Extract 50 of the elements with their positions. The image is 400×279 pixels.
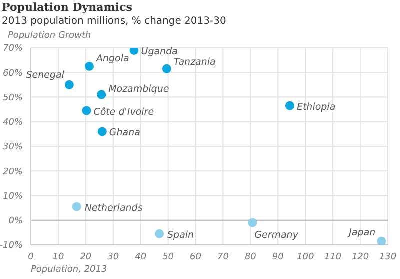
x-tick-label: 40 bbox=[135, 252, 147, 262]
annotation: Tanzania bbox=[174, 56, 216, 68]
y-tick-label: 0% bbox=[8, 216, 23, 227]
y-axis-title: Population Growth bbox=[8, 31, 92, 41]
x-tick-label: 80 bbox=[244, 252, 257, 262]
point bbox=[285, 101, 294, 110]
annotation: Mozambique bbox=[108, 84, 170, 95]
annotation: Ethiopia bbox=[296, 102, 336, 113]
y-tick-label: 40% bbox=[2, 118, 23, 128]
y-tick-label: 20% bbox=[2, 167, 23, 178]
annotation: Netherlands bbox=[84, 202, 143, 214]
x-tick-label: 30 bbox=[108, 252, 120, 262]
x-axis-title: Population, 2013 bbox=[31, 265, 108, 275]
annotation: Japan bbox=[347, 227, 376, 238]
chart-subtitle: 2013 population millions, % change 2013-30 bbox=[2, 16, 226, 27]
point bbox=[84, 62, 94, 71]
x-tick-label: 120 bbox=[352, 252, 370, 262]
point bbox=[377, 236, 386, 245]
point bbox=[162, 64, 172, 74]
x-tick-label: 130 bbox=[379, 252, 397, 262]
y-tick-label: 10% bbox=[2, 192, 23, 202]
x-tick-label: 60 bbox=[190, 252, 202, 262]
point bbox=[82, 106, 92, 116]
x-tick-label: 20 bbox=[80, 252, 92, 262]
y-tick-label: 50% bbox=[2, 93, 23, 104]
annotation: Ghana bbox=[109, 128, 141, 139]
x-tick-label: 50 bbox=[162, 252, 174, 262]
point bbox=[97, 90, 106, 100]
point bbox=[64, 80, 74, 90]
annotation: Spain bbox=[168, 230, 194, 241]
point bbox=[98, 127, 107, 136]
y-tick-label: 70% bbox=[2, 44, 23, 54]
x-tick-label: 10 bbox=[52, 252, 64, 262]
y-tick-label: 60% bbox=[2, 68, 23, 79]
point bbox=[72, 202, 82, 212]
annotation: Uganda bbox=[141, 46, 178, 58]
x-tick-label: 100 bbox=[297, 252, 314, 262]
y-tick-label: 30% bbox=[2, 142, 23, 153]
x-tick-label: 70 bbox=[218, 252, 230, 262]
x-tick-label: 90 bbox=[272, 252, 284, 262]
point bbox=[155, 229, 164, 238]
annotation: Angola bbox=[95, 53, 130, 64]
annotation: Germany bbox=[254, 230, 299, 241]
x-tick-label: 110 bbox=[324, 252, 342, 262]
x-tick-label: 0 bbox=[28, 252, 34, 262]
annotation: Côte d'Ivoire bbox=[94, 106, 154, 118]
chart-title: Population Dynamics bbox=[2, 1, 132, 14]
y-tick-label: -10% bbox=[0, 241, 23, 252]
point bbox=[248, 218, 258, 228]
annotation: Senegal bbox=[26, 70, 65, 81]
